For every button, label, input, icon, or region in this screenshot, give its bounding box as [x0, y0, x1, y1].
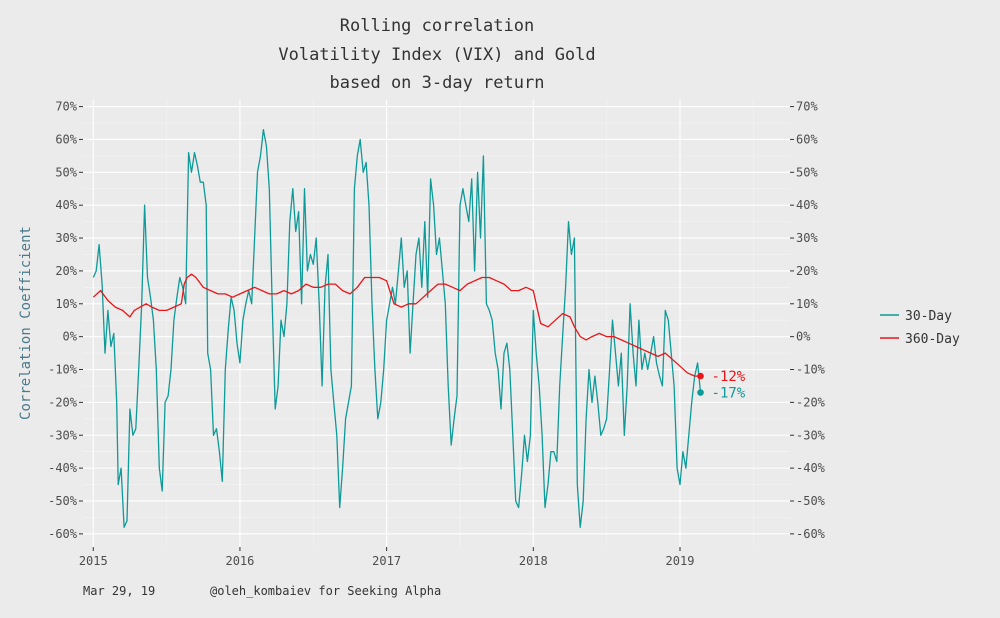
y-tick-label-right: 0% [796, 330, 811, 344]
y-tick-label-left: 0% [63, 330, 78, 344]
footer-date: Mar 29, 19 [83, 584, 155, 598]
chart-title-line-2: Volatility Index (VIX) and Gold [278, 45, 595, 65]
y-tick-label-left: 70% [55, 100, 77, 114]
y-tick-label-left: 30% [55, 231, 77, 245]
y-tick-label-left: -20% [48, 395, 78, 409]
series-layer: -17%-12% [92, 128, 746, 528]
y-tick-label-right: 40% [796, 198, 818, 212]
y-tick-label-right: 50% [796, 165, 818, 179]
series-end-label-30-day: -17% [712, 386, 746, 402]
series-end-point-30-day [697, 389, 704, 396]
y-tick-label-left: -10% [48, 363, 78, 377]
y-tick-label-right: -50% [796, 494, 826, 508]
chart-title-line-1: Rolling correlation [340, 16, 534, 36]
footer-credit: @oleh_kombaiev for Seeking Alpha [210, 584, 441, 598]
series-end-label-360-day: -12% [712, 369, 746, 385]
y-tick-label-right: 10% [796, 297, 818, 311]
y-tick-label-right: -40% [796, 461, 826, 475]
x-tick-label: 2016 [225, 554, 254, 568]
y-tick-label-left: 50% [55, 165, 77, 179]
y-tick-label-right: 20% [796, 264, 818, 278]
series-end-point-360-day [697, 372, 704, 380]
y-tick-label-right: 60% [796, 132, 818, 146]
y-tick-label-right: -10% [796, 363, 826, 377]
y-tick-label-left: 40% [55, 198, 77, 212]
left-y-axis: -60% -50% -40% -30% -20% -10% 0% 10% 20% 30% 40% 50… [48, 100, 83, 541]
y-tick-label-right: 70% [796, 100, 818, 114]
y-tick-label-left: -50% [48, 494, 78, 508]
y-tick-label-left: 60% [55, 132, 77, 146]
chart-title-line-3: based on 3-day return [330, 73, 545, 93]
x-axis: 2015 2016 2017 2018 2019 [79, 547, 695, 568]
y-axis-label: Correlation Coefficient [18, 226, 34, 420]
plot-panel [83, 100, 790, 547]
y-tick-label-left: 20% [55, 264, 77, 278]
y-tick-label-left: -60% [48, 527, 78, 541]
series-line-360-day [92, 273, 701, 377]
legend-label-30-day: 30-Day [905, 309, 952, 324]
right-y-axis: -60% -50% -40% -30% -20% -10% 0% 10% 20% 30% 40% 50… [790, 100, 826, 541]
y-tick-label-right: -20% [796, 395, 826, 409]
y-tick-label-right: 30% [796, 231, 818, 245]
legend: 30-Day 360-Day [880, 309, 960, 347]
y-tick-label-right: -30% [796, 428, 826, 442]
y-tick-label-left: -30% [48, 428, 78, 442]
x-tick-label: 2017 [372, 554, 401, 568]
legend-label-360-day: 360-Day [905, 332, 960, 347]
x-tick-label: 2015 [79, 554, 108, 568]
y-tick-label-right: -60% [796, 527, 826, 541]
x-tick-label: 2019 [666, 554, 695, 568]
x-tick-label: 2018 [519, 554, 548, 568]
y-tick-label-left: 10% [55, 297, 77, 311]
grid [83, 100, 790, 547]
y-tick-label-left: -40% [48, 461, 78, 475]
